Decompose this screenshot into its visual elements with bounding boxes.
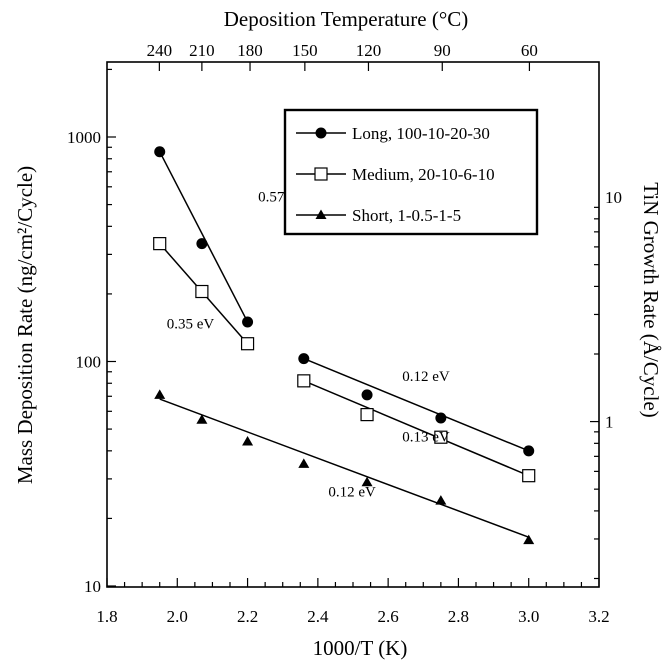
point-medium [240,337,255,351]
point-long [435,412,447,424]
x-tick-label: 2.0 [167,607,188,626]
left-y-axis-title: Mass Deposition Rate (ng/cm²/Cycle) [13,166,37,484]
point-long [154,146,166,158]
fit-line-series-0 [159,151,249,323]
top-axis-title: Deposition Temperature (°C) [224,7,468,31]
x-tick-label: 2.6 [378,607,399,626]
point-short [298,458,310,468]
point-short [435,495,447,505]
legend-label-short: Short, 1-0.5-1-5 [352,206,461,225]
y-tick-label: 100 [76,353,102,372]
top-tick-label: 180 [237,41,263,60]
point-short [196,414,208,424]
fit-line-series-2 [159,398,529,538]
point-long [523,445,535,457]
fit-line-series-0 [303,357,529,452]
legend-label-medium: Medium, 20-10-6-10 [352,165,495,184]
point-long [298,353,310,365]
point-short [361,476,373,487]
legend: Long, 100-10-20-30 Medium, 20-10-6-10 Sh… [283,108,539,236]
x-axis-title: 1000/T (K) [313,636,408,660]
data-points-layer [153,146,536,545]
point-medium [195,284,209,299]
activation-energy-label: 0.35 eV [167,317,215,333]
top-tick-label: 90 [434,41,451,60]
x-tick-label: 3.2 [588,607,609,626]
legend-marker-short [315,209,327,219]
legend-marker-long [315,127,327,139]
x-tick-label: 2.8 [448,607,469,626]
activation-energy-label: 0.12 eV [402,369,450,385]
top-tick-label: 210 [189,41,215,60]
legend-label-long: Long, 100-10-20-30 [352,124,490,143]
point-medium [434,430,448,444]
right-tick-label: 1 [605,413,614,432]
top-tick-label: 120 [356,41,382,60]
point-short [523,534,535,545]
point-long [242,316,254,328]
y-tick-label: 1000 [67,128,101,147]
point-long [361,389,373,401]
top-tick-label: 150 [292,41,318,60]
x-tick-label: 2.2 [237,607,258,626]
point-short [242,436,254,446]
activation-energy-label: 0.12 eV [328,485,376,501]
fit-line-series-1 [303,380,530,477]
point-medium [522,469,536,483]
activation-energy-label: 0.13 eV [402,430,450,446]
point-long [196,238,208,250]
x-tick-label: 2.4 [307,607,329,626]
point-medium [360,408,374,422]
point-short [154,389,166,399]
top-tick-label: 60 [521,41,538,60]
point-medium [297,374,311,388]
right-y-axis-title: TiN Growth Rate (Å/Cycle) [639,182,663,417]
x-tick-label: 3.0 [518,607,539,626]
point-medium [153,237,167,251]
top-tick-label: 240 [147,41,173,60]
legend-marker-medium [314,167,328,181]
y-tick-label: 10 [84,577,101,596]
right-tick-label: 10 [605,188,622,207]
x-tick-label: 1.8 [96,607,117,626]
axes-layer: 1.8 2.0 2.2 2.4 2.6 2.8 3.0 3.2 240 210 180 150 120 9… [67,41,622,626]
